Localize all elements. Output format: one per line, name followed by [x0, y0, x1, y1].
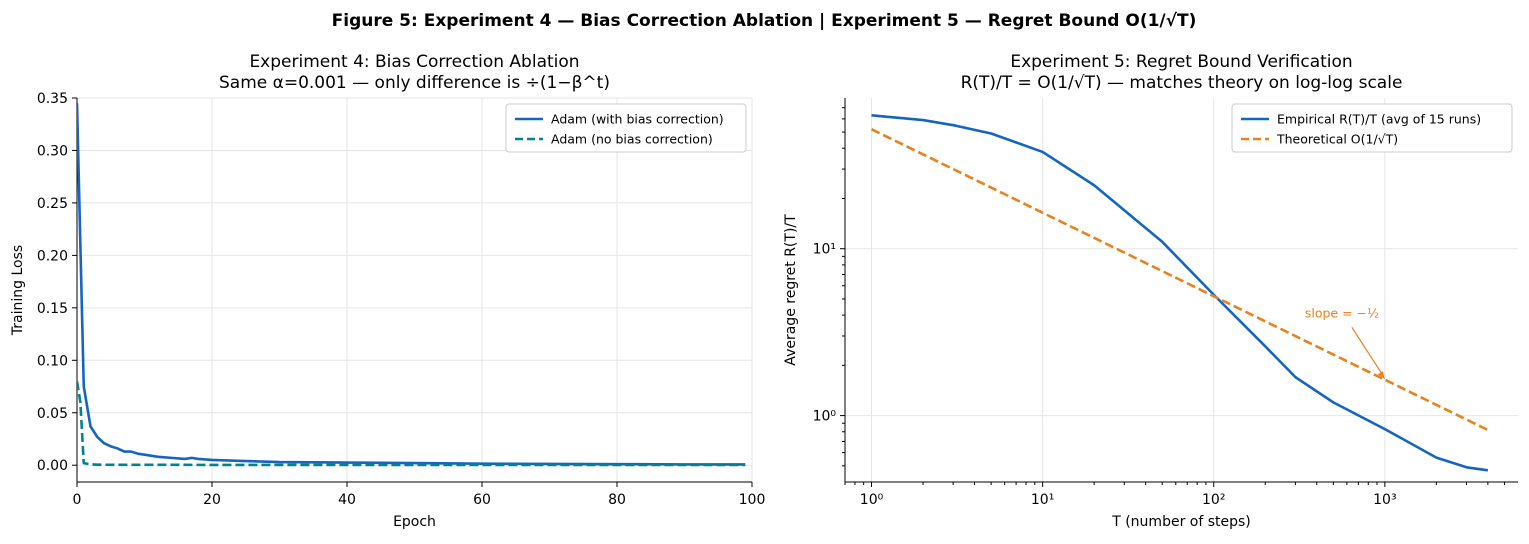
legend-entry: Theoretical O(1/√T) — [1276, 132, 1398, 147]
x-tick-label: 10² — [1202, 492, 1225, 508]
y-tick-label: 0.00 — [37, 458, 68, 474]
chart-title: Experiment 4: Bias Correction Ablation — [249, 52, 579, 72]
chart-bias-correction: Experiment 4: Bias Correction AblationSa… — [10, 52, 765, 530]
x-tick-label: 0 — [73, 492, 82, 508]
legend: Adam (with bias correction) Adam (no bias… — [505, 103, 747, 153]
y-tick-label: 10⁰ — [813, 409, 837, 425]
x-tick-label: 20 — [203, 492, 221, 508]
x-tick-label: 40 — [338, 492, 356, 508]
x-tick-label: 100 — [739, 492, 766, 508]
annotation-arrow-line — [1351, 326, 1384, 376]
y-tick-label: 0.20 — [37, 248, 68, 264]
x-tick-label: 10¹ — [1031, 492, 1054, 508]
legend: Empirical R(T)/T (avg of 15 runs) Theoret… — [1231, 103, 1513, 153]
x-tick-label: 60 — [473, 492, 491, 508]
y-tick-label: 0.05 — [37, 406, 68, 422]
legend-entry: Empirical R(T)/T (avg of 15 runs) — [1277, 112, 1481, 127]
x-tick-label: 10³ — [1373, 492, 1396, 508]
y-axis-label: Average regret R(T)/T — [783, 214, 799, 366]
series-line-2 — [77, 381, 746, 467]
legend-entry: Adam (with bias correction) — [551, 112, 724, 127]
x-axis-label: Epoch — [393, 514, 436, 530]
x-tick-label: 10⁰ — [860, 492, 884, 508]
chart-title: Experiment 5: Regret Bound Verification — [1010, 52, 1352, 72]
chart-subtitle: R(T)/T = O(1/√T) — matches theory on log… — [961, 73, 1403, 93]
legend-frame — [505, 103, 747, 153]
legend-frame — [1231, 103, 1513, 153]
legend-entry: Adam (no bias correction) — [551, 132, 713, 147]
x-axis-label: T (number of steps) — [1111, 514, 1251, 530]
y-tick-label: 10¹ — [813, 242, 836, 258]
chart-regret-bound: Experiment 5: Regret Bound VerificationR… — [783, 52, 1518, 530]
y-tick-label: 0.35 — [37, 91, 68, 107]
figure-suptitle: Figure 5: Experiment 4 — Bias Correction… — [332, 11, 1197, 31]
annotation-arrowhead — [1377, 371, 1385, 380]
y-tick-label: 0.10 — [37, 353, 68, 369]
series-line-1 — [871, 114, 1489, 472]
y-axis-label: Training Loss — [10, 245, 26, 336]
slope-annotation: slope = −½ — [1305, 305, 1379, 320]
chart-subtitle: Same α=0.001 — only difference is ÷(1−β^… — [219, 73, 610, 93]
y-tick-label: 0.30 — [37, 143, 68, 159]
y-tick-label: 0.25 — [37, 196, 68, 212]
x-tick-label: 80 — [608, 492, 626, 508]
series-line-2 — [870, 128, 1489, 432]
series-line-1 — [77, 103, 746, 466]
y-tick-label: 0.15 — [37, 301, 68, 317]
